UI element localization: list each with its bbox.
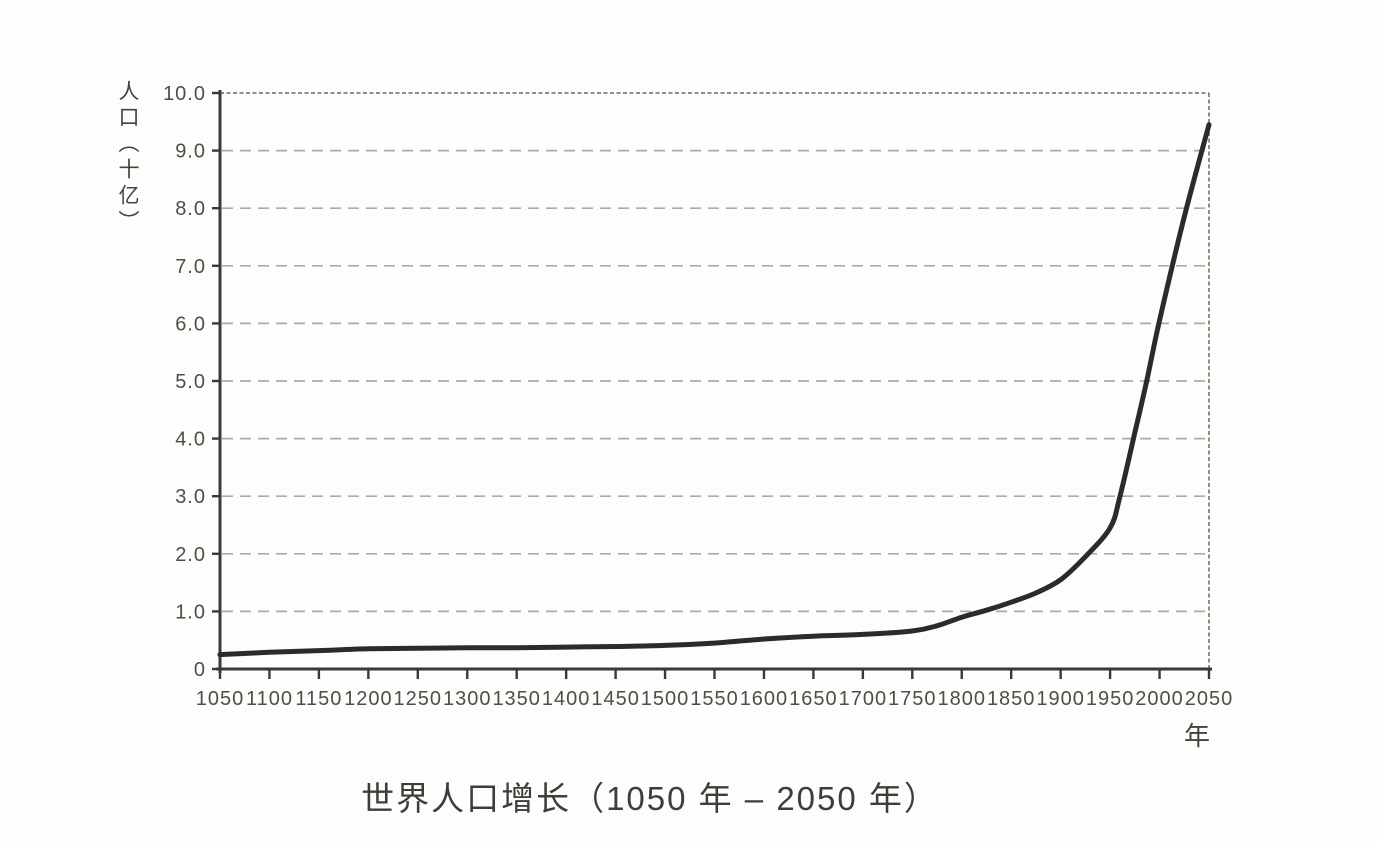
y-tick-label: 8.0 bbox=[175, 198, 206, 220]
y-tick-label: 0 bbox=[194, 659, 206, 681]
x-tick-label: 1950 bbox=[1086, 688, 1135, 710]
y-tick-label: 5.0 bbox=[175, 371, 206, 393]
x-tick-label: 1400 bbox=[542, 688, 591, 710]
y-tick-label: 9.0 bbox=[175, 141, 206, 163]
y-tick-label: 4.0 bbox=[175, 429, 206, 451]
y-tick-label: 2.0 bbox=[175, 544, 206, 566]
x-tick-label: 1050 bbox=[196, 688, 245, 710]
x-tick-label: 1200 bbox=[344, 688, 393, 710]
chart-title: 世界人口增长（1050 年 – 2050 年） bbox=[361, 780, 939, 817]
y-tick-label: 1.0 bbox=[175, 601, 206, 623]
y-tick-label: 7.0 bbox=[175, 256, 206, 278]
x-tick-label: 1150 bbox=[295, 688, 342, 710]
y-tick-label: 6.0 bbox=[175, 313, 206, 335]
x-tick-label: 1600 bbox=[740, 688, 789, 710]
x-tick-label: 1750 bbox=[888, 688, 937, 710]
x-tick-label: 1450 bbox=[591, 688, 640, 710]
x-tick-label: 1700 bbox=[839, 688, 888, 710]
y-axis-title: 人口（十亿） bbox=[116, 80, 139, 236]
x-tick-label: 1100 bbox=[246, 688, 293, 710]
x-tick-label: 2050 bbox=[1185, 688, 1234, 710]
x-tick-label: 1350 bbox=[492, 688, 541, 710]
y-tick-label: 3.0 bbox=[175, 486, 206, 508]
x-tick-label: 2000 bbox=[1135, 688, 1184, 710]
x-tick-label: 1650 bbox=[789, 688, 838, 710]
x-tick-label: 1550 bbox=[690, 688, 739, 710]
x-tick-label: 1250 bbox=[394, 688, 443, 710]
x-axis-title: 年 bbox=[1184, 721, 1211, 751]
y-tick-label: 10.0 bbox=[163, 83, 206, 105]
x-tick-label: 1300 bbox=[443, 688, 492, 710]
x-tick-label: 1900 bbox=[1036, 688, 1085, 710]
x-tick-label: 1850 bbox=[987, 688, 1036, 710]
x-tick-label: 1500 bbox=[641, 688, 690, 710]
population-curve bbox=[217, 122, 1212, 658]
x-tick-label: 1800 bbox=[938, 688, 987, 710]
